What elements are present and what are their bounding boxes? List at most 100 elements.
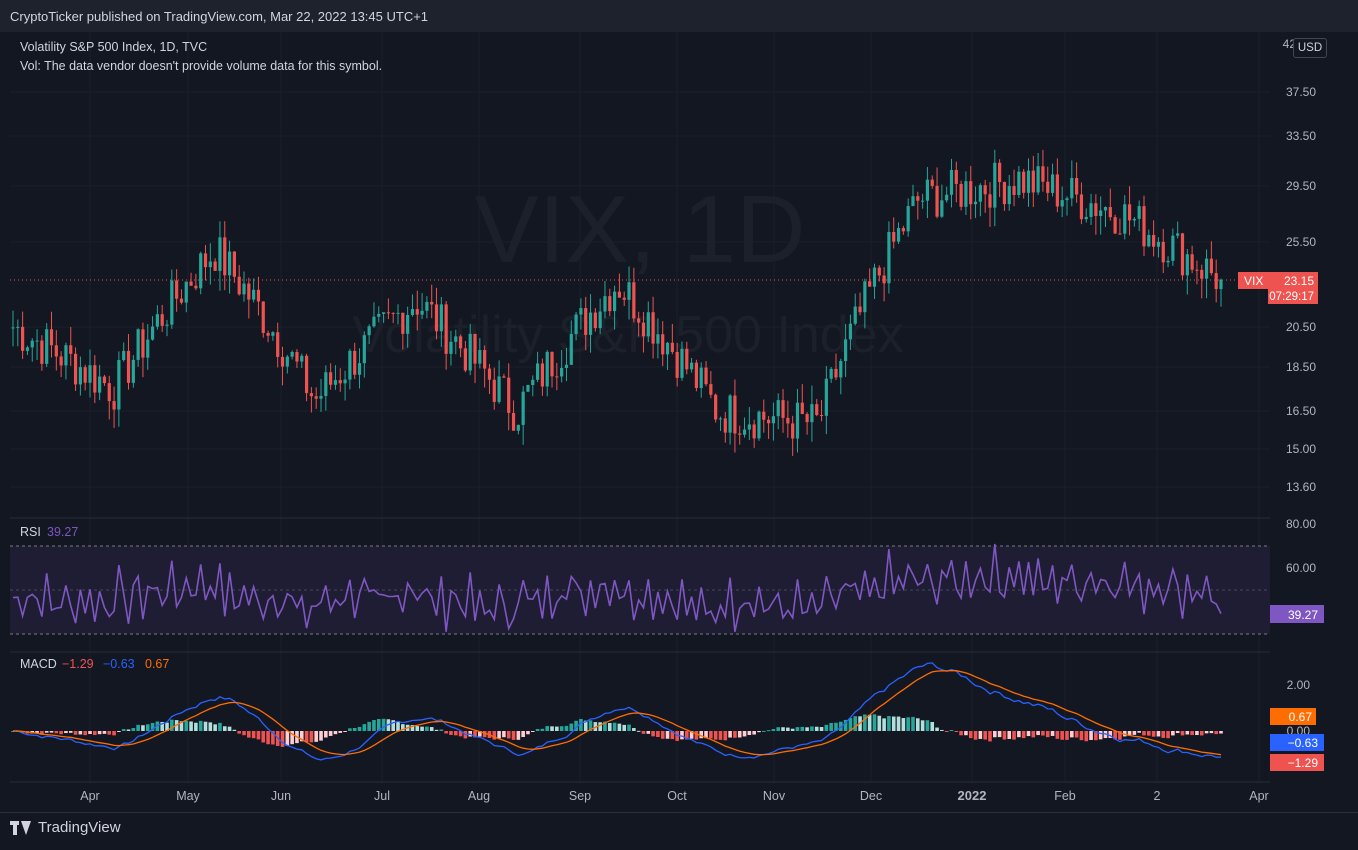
macd-hist-bar bbox=[786, 727, 790, 731]
price-axis-label: 18.50 bbox=[1286, 360, 1316, 374]
macd-hist-bar bbox=[117, 731, 121, 732]
macd-hist-badge bbox=[1270, 754, 1324, 771]
watermark-ticker: VIX, 1D bbox=[475, 176, 806, 283]
macd-hist-bar bbox=[131, 728, 136, 731]
macd-signal-legend: 0.67 bbox=[145, 657, 169, 671]
candle-body bbox=[940, 200, 944, 217]
macd-hist-bar bbox=[540, 728, 545, 731]
macd-hist-bar bbox=[1026, 731, 1031, 737]
candle-body bbox=[497, 376, 501, 402]
macd-signal-line bbox=[13, 669, 1222, 756]
candle-body bbox=[848, 323, 853, 340]
candle-body bbox=[1123, 204, 1127, 234]
macd-hist-bar bbox=[492, 731, 497, 740]
candle-body bbox=[771, 416, 776, 424]
macd-hist-bar bbox=[843, 719, 848, 731]
candle-body bbox=[1171, 235, 1175, 261]
candle-body bbox=[227, 251, 232, 276]
candle-body bbox=[689, 362, 694, 370]
candle-body bbox=[1041, 166, 1045, 182]
macd-hist-bar bbox=[1065, 731, 1069, 740]
macd-hist-bar bbox=[401, 724, 405, 731]
candle-body bbox=[574, 314, 578, 334]
macd-hist-bar bbox=[170, 719, 174, 731]
candle-body bbox=[723, 418, 727, 433]
macd-hist-bar bbox=[997, 731, 1002, 738]
time-axis[interactable]: Apr May Jun Jul Aug Sep Oct Nov Dec 2022 Feb 2 Apr bbox=[80, 788, 1268, 803]
candle-body bbox=[319, 395, 323, 399]
macd-hist-bar bbox=[944, 731, 949, 732]
macd-hist-bar bbox=[1094, 731, 1098, 741]
price-axis-label: 25.50 bbox=[1286, 235, 1316, 249]
macd-hist-bar bbox=[555, 726, 559, 731]
macd-hist-bar bbox=[319, 731, 323, 741]
time-axis-label: 2022 bbox=[958, 788, 987, 803]
macd-hist-bar bbox=[184, 720, 189, 731]
time-axis-label: Sep bbox=[569, 789, 591, 803]
macd-hist-bar bbox=[911, 716, 915, 731]
candle-body bbox=[271, 332, 275, 336]
macd-hist-bar bbox=[1214, 731, 1218, 735]
price-axis-label: 16.50 bbox=[1286, 404, 1316, 418]
macd-hist-badge-text: −1.29 bbox=[1288, 756, 1319, 770]
candle-body bbox=[1161, 241, 1165, 263]
candle-body bbox=[588, 312, 593, 335]
candle-body bbox=[232, 251, 236, 277]
tradingview-logo[interactable]: TradingView bbox=[10, 819, 121, 836]
candle-body bbox=[863, 281, 867, 313]
chart-canvas[interactable]: VIX, 1D Volatility S&P 500 Index RSI 39.… bbox=[0, 0, 1358, 812]
candle-body bbox=[242, 283, 246, 295]
candle-body bbox=[718, 418, 723, 420]
macd-hist-bar bbox=[198, 720, 203, 731]
candle-body bbox=[819, 415, 824, 417]
symbol-legend[interactable]: Volatility S&P 500 Index, 1D, TVC bbox=[20, 40, 208, 54]
candle-body bbox=[1065, 198, 1069, 201]
rsi-label: RSI bbox=[20, 525, 41, 539]
candle-body bbox=[699, 367, 703, 389]
macd-hist-bar bbox=[872, 714, 877, 731]
candle-body bbox=[844, 339, 848, 362]
candle-body bbox=[641, 322, 646, 337]
macd-hist-bar bbox=[810, 726, 814, 731]
macd-hist-bar bbox=[877, 715, 882, 731]
macd-hist-bar bbox=[1195, 731, 1199, 736]
macd-hist-bar bbox=[1171, 731, 1175, 736]
macd-hist-bar bbox=[415, 726, 420, 731]
candle-body bbox=[386, 312, 390, 314]
macd-hist-bar bbox=[78, 731, 83, 735]
candle-body bbox=[622, 297, 626, 300]
macd-hist-bar bbox=[1089, 731, 1093, 740]
macd-hist-bar bbox=[396, 721, 400, 731]
macd-hist-bar bbox=[232, 729, 237, 731]
candle-body bbox=[988, 194, 992, 208]
macd-hist-bar bbox=[1180, 731, 1185, 736]
macd-hist-bar bbox=[372, 719, 376, 731]
macd-hist-bar bbox=[482, 731, 487, 738]
macd-hist-bar bbox=[333, 731, 338, 735]
macd-hist-bar bbox=[352, 728, 357, 731]
macd-hist-bar bbox=[497, 731, 501, 739]
candle-body bbox=[131, 359, 135, 383]
candle-body bbox=[906, 206, 910, 232]
candle-body bbox=[449, 341, 453, 354]
candle-body bbox=[69, 345, 73, 354]
macd-hist-bar bbox=[218, 722, 222, 731]
candle-body bbox=[146, 339, 150, 358]
macd-hist-bar bbox=[891, 716, 896, 731]
macd-hist-bar bbox=[73, 731, 78, 735]
macd-hist-bar bbox=[203, 721, 208, 731]
macd-hist-bar bbox=[641, 731, 646, 734]
candle-body bbox=[901, 228, 905, 232]
price-axis[interactable]: 42 37.50 33.50 29.50 25.50 20.50 18.50 16.50 15.… bbox=[1283, 37, 1317, 494]
candle-body bbox=[993, 162, 997, 208]
candle-body bbox=[391, 312, 395, 314]
macd-hist-bar bbox=[150, 722, 155, 731]
macd-hist-bar bbox=[574, 720, 578, 731]
macd-hist-bar bbox=[367, 721, 371, 731]
candle-body bbox=[1190, 254, 1194, 270]
currency-button[interactable]: USD bbox=[1293, 38, 1327, 58]
macd-hist-bar bbox=[102, 731, 107, 734]
macd-hist-bar bbox=[516, 731, 521, 740]
macd-hist-bar bbox=[1084, 731, 1089, 742]
macd-hist-bar bbox=[256, 731, 261, 740]
